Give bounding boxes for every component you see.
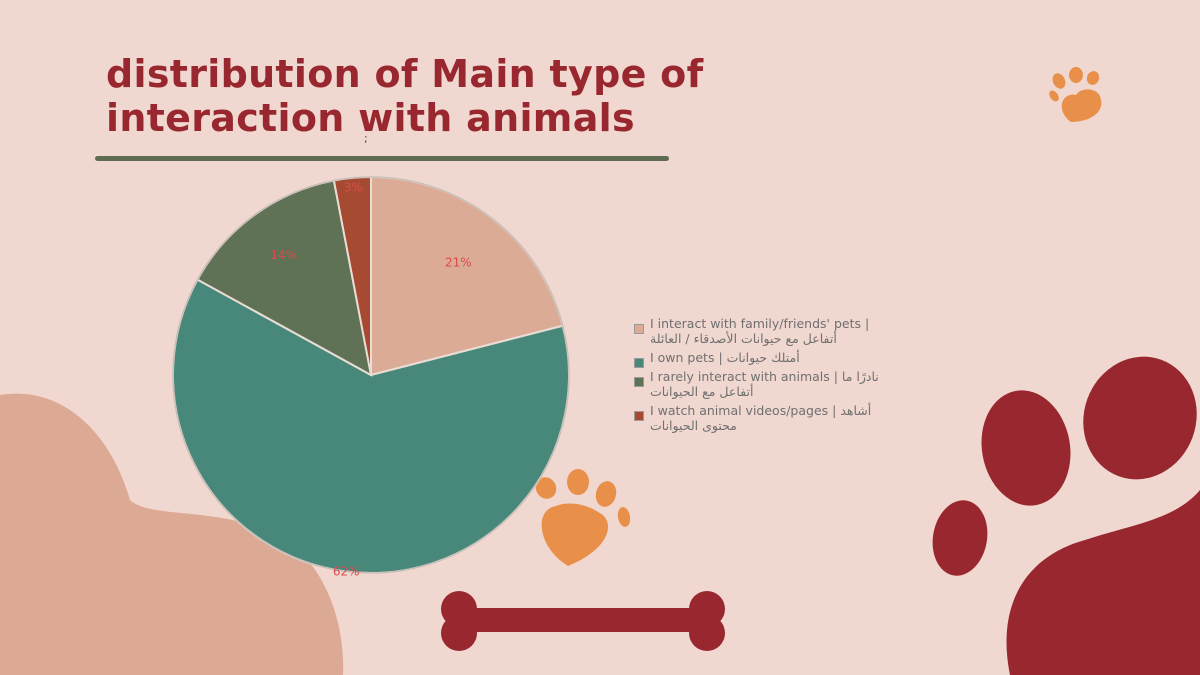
legend-item: I rarely interact with animals | نادرًا …: [633, 369, 888, 399]
title-divider: [95, 156, 669, 161]
title-line-2: interaction with animals: [106, 96, 635, 140]
legend-label: I interact with family/friends' pets | أ…: [650, 316, 870, 346]
paw-icon: [1049, 67, 1102, 122]
title-line-1: distribution of Main type of: [106, 52, 704, 96]
legend-item: I watch animal videos/pages | أشاهد محتو…: [633, 403, 888, 433]
bone-icon: [441, 591, 725, 651]
page-title: distribution of Main type of interaction…: [106, 52, 806, 140]
legend-swatch: [634, 324, 644, 334]
legend-label: I watch animal videos/pages | أشاهد محتو…: [650, 403, 872, 433]
paw-icon: [932, 356, 1200, 675]
paw-icon: [535, 469, 631, 566]
legend-item: I own pets | أمتلك حيوانات: [633, 350, 888, 368]
pie-data-label: 3%: [344, 181, 363, 195]
legend-item: I interact with family/friends' pets | أ…: [633, 316, 888, 346]
pie-data-label: 62%: [333, 564, 360, 578]
legend-label: I rarely interact with animals | نادرًا …: [650, 369, 879, 399]
pie-slices: [172, 175, 570, 574]
legend-swatch: [634, 411, 644, 421]
pie-labels: 21% 62% 14% 3%: [270, 181, 471, 579]
pie-outline: [172, 176, 570, 574]
pie-data-label: 21%: [445, 255, 472, 269]
stray-mark: ;: [364, 132, 368, 145]
legend-swatch: [634, 377, 644, 387]
legend-label: I own pets | أمتلك حيوانات: [650, 350, 800, 365]
blob: [0, 393, 344, 675]
legend-swatch: [634, 358, 644, 368]
chart-legend: I interact with family/friends' pets | أ…: [633, 316, 888, 437]
pie-data-label: 14%: [270, 248, 297, 262]
